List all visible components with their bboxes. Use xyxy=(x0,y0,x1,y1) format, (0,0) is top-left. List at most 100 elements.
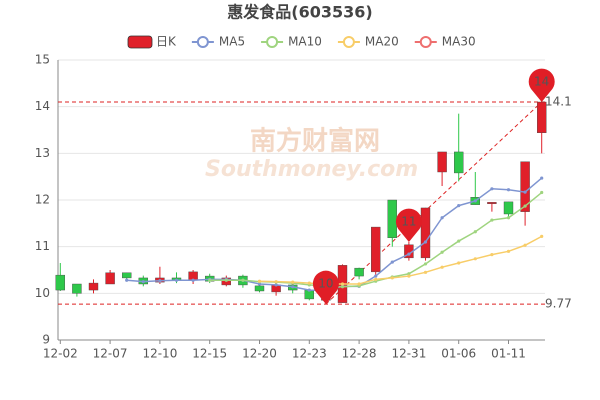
ma-point xyxy=(125,278,129,282)
candle-body xyxy=(520,161,530,212)
y-tick-label: 11 xyxy=(35,239,50,253)
ma-point xyxy=(191,278,195,282)
ma-point xyxy=(423,270,428,274)
marker-label: 10 xyxy=(318,277,333,291)
watermark: Southmoney.com xyxy=(205,157,418,182)
ma-point xyxy=(473,257,477,261)
ma-point xyxy=(274,283,278,287)
ma-point xyxy=(174,278,179,282)
ma-point xyxy=(208,278,212,282)
ma-point xyxy=(390,260,394,264)
x-tick-label: 12-15 xyxy=(192,347,227,361)
ma-point xyxy=(274,280,278,284)
candle-body xyxy=(437,151,447,173)
ma-point xyxy=(473,230,477,234)
ma-line xyxy=(259,235,543,285)
y-tick-label: 10 xyxy=(35,286,50,300)
candle-body xyxy=(371,226,381,273)
y-tick-label: 9 xyxy=(42,333,50,347)
ma-point xyxy=(291,285,295,289)
candle-body xyxy=(487,202,497,204)
x-tick-label: 12-31 xyxy=(391,347,426,361)
ma-point xyxy=(440,265,444,269)
ma-point xyxy=(457,239,461,243)
marker-label: 11 xyxy=(401,215,416,229)
ma-point xyxy=(374,274,378,278)
reference-label: 14.1 xyxy=(545,95,572,109)
ma-point xyxy=(158,279,162,283)
ma-point xyxy=(540,190,544,195)
candle-body xyxy=(537,101,547,133)
ma-point xyxy=(407,272,411,276)
ma-point xyxy=(506,188,511,192)
candle-body xyxy=(88,282,99,291)
chart-title: 惠发食品(603536) xyxy=(227,3,372,22)
x-tick-label: 01-06 xyxy=(441,347,476,361)
ma-point xyxy=(340,285,345,289)
candle-body xyxy=(55,274,65,291)
legend-icon xyxy=(266,36,279,48)
ma-point xyxy=(440,216,444,220)
candle-body xyxy=(503,201,514,215)
candle-body xyxy=(105,272,115,285)
legend-label: MA20 xyxy=(365,35,399,49)
ma-point xyxy=(407,274,411,278)
ma-point xyxy=(540,234,544,238)
ma-point xyxy=(423,240,428,244)
ma-point xyxy=(457,204,461,208)
y-tick-label: 14 xyxy=(35,99,50,113)
ma-point xyxy=(141,280,145,284)
ma-point xyxy=(291,280,295,284)
ma-point xyxy=(523,190,527,194)
legend-label: MA30 xyxy=(442,35,476,49)
x-tick-label: 12-07 xyxy=(93,347,128,361)
ma-point xyxy=(540,176,544,180)
marker-pin xyxy=(312,270,339,305)
legend-icon xyxy=(127,35,153,49)
marker-pin xyxy=(395,208,422,242)
candle-body xyxy=(420,207,431,259)
x-tick-label: 12-20 xyxy=(242,347,277,361)
candle-body xyxy=(72,283,82,294)
ma-point xyxy=(423,262,428,266)
ma-point xyxy=(440,250,444,254)
ma-point xyxy=(490,253,494,257)
legend-label: MA10 xyxy=(288,35,322,49)
legend-icon xyxy=(196,36,209,48)
marker-pin xyxy=(528,68,555,102)
ma-point xyxy=(241,278,245,282)
x-tick-label: 12-23 xyxy=(292,347,327,361)
ma-point xyxy=(390,276,394,280)
ma-point xyxy=(407,252,411,256)
legend-label: 日K xyxy=(156,35,177,49)
ma-point xyxy=(374,277,378,281)
candle-body xyxy=(454,151,464,174)
ma-point xyxy=(307,281,311,285)
reference-label: 9.77 xyxy=(545,297,572,311)
ma-point xyxy=(506,249,511,253)
ma-point xyxy=(506,216,511,220)
y-tick-label: 12 xyxy=(35,193,50,207)
ma-point xyxy=(257,279,262,283)
y-tick-label: 15 xyxy=(35,53,50,67)
marker-label: 14 xyxy=(534,75,549,89)
x-tick-label: 01-11 xyxy=(491,347,526,361)
ma-point xyxy=(490,187,494,191)
x-tick-label: 12-28 xyxy=(342,347,377,361)
ma-point xyxy=(224,278,228,282)
ma-point xyxy=(457,261,461,265)
watermark: 南方财富网 xyxy=(250,126,380,157)
legend-label: MA5 xyxy=(219,35,245,49)
ma-point xyxy=(523,204,527,208)
y-tick-label: 13 xyxy=(35,146,50,160)
x-tick-label: 12-10 xyxy=(142,347,177,361)
legend-icon xyxy=(342,36,355,48)
legend-icon xyxy=(419,36,432,48)
ma-point xyxy=(307,288,311,292)
candle-body xyxy=(254,285,265,292)
candle-body xyxy=(121,272,132,279)
ma-point xyxy=(473,199,477,203)
candle-body xyxy=(387,199,397,238)
candle-body xyxy=(354,267,364,277)
